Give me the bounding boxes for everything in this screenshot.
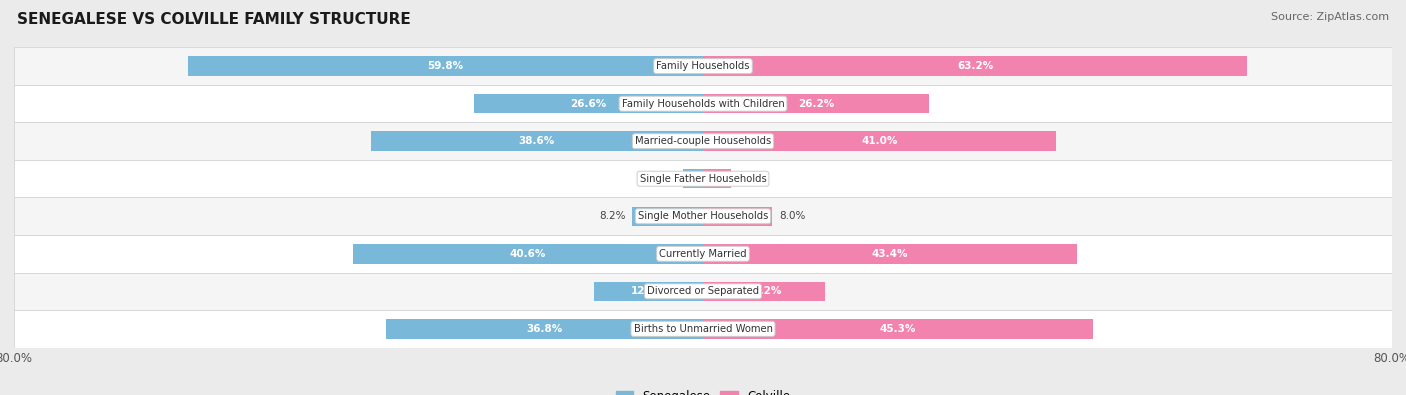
Bar xyxy=(703,56,1247,76)
Text: Divorced or Separated: Divorced or Separated xyxy=(647,286,759,296)
Bar xyxy=(633,207,703,226)
Legend: Senegalese, Colville: Senegalese, Colville xyxy=(610,385,796,395)
Text: 26.6%: 26.6% xyxy=(571,99,606,109)
Text: Family Households with Children: Family Households with Children xyxy=(621,99,785,109)
Text: Family Households: Family Households xyxy=(657,61,749,71)
Text: 8.2%: 8.2% xyxy=(599,211,626,221)
Text: 36.8%: 36.8% xyxy=(526,324,562,334)
Text: Single Mother Households: Single Mother Households xyxy=(638,211,768,221)
Bar xyxy=(703,94,928,113)
Bar xyxy=(703,207,772,226)
Text: Births to Unmarried Women: Births to Unmarried Women xyxy=(634,324,772,334)
Bar xyxy=(371,132,703,151)
Bar xyxy=(703,132,1056,151)
Text: 41.0%: 41.0% xyxy=(862,136,897,146)
Text: Single Father Households: Single Father Households xyxy=(640,174,766,184)
Text: Currently Married: Currently Married xyxy=(659,249,747,259)
Text: 26.2%: 26.2% xyxy=(797,99,834,109)
Bar xyxy=(703,319,1092,339)
Text: 14.2%: 14.2% xyxy=(747,286,782,296)
Text: 2.3%: 2.3% xyxy=(650,174,676,184)
Bar xyxy=(595,282,703,301)
Text: 12.6%: 12.6% xyxy=(631,286,666,296)
Bar xyxy=(188,56,703,76)
Bar xyxy=(14,310,1392,348)
Bar xyxy=(14,235,1392,273)
Text: Married-couple Households: Married-couple Households xyxy=(636,136,770,146)
Text: 45.3%: 45.3% xyxy=(880,324,917,334)
Bar xyxy=(14,85,1392,122)
Text: Source: ZipAtlas.com: Source: ZipAtlas.com xyxy=(1271,12,1389,22)
Bar xyxy=(14,160,1392,198)
Text: 63.2%: 63.2% xyxy=(957,61,993,71)
Text: SENEGALESE VS COLVILLE FAMILY STRUCTURE: SENEGALESE VS COLVILLE FAMILY STRUCTURE xyxy=(17,12,411,27)
Text: 40.6%: 40.6% xyxy=(510,249,547,259)
Bar xyxy=(387,319,703,339)
Bar xyxy=(474,94,703,113)
Bar xyxy=(703,169,731,188)
Bar xyxy=(14,198,1392,235)
Bar xyxy=(14,47,1392,85)
Text: 38.6%: 38.6% xyxy=(519,136,555,146)
Bar xyxy=(703,244,1077,263)
Bar xyxy=(703,282,825,301)
Bar xyxy=(683,169,703,188)
Text: 3.3%: 3.3% xyxy=(738,174,765,184)
Bar xyxy=(353,244,703,263)
Bar xyxy=(14,122,1392,160)
Text: 43.4%: 43.4% xyxy=(872,249,908,259)
Bar xyxy=(14,273,1392,310)
Text: 59.8%: 59.8% xyxy=(427,61,464,71)
Text: 8.0%: 8.0% xyxy=(779,211,806,221)
